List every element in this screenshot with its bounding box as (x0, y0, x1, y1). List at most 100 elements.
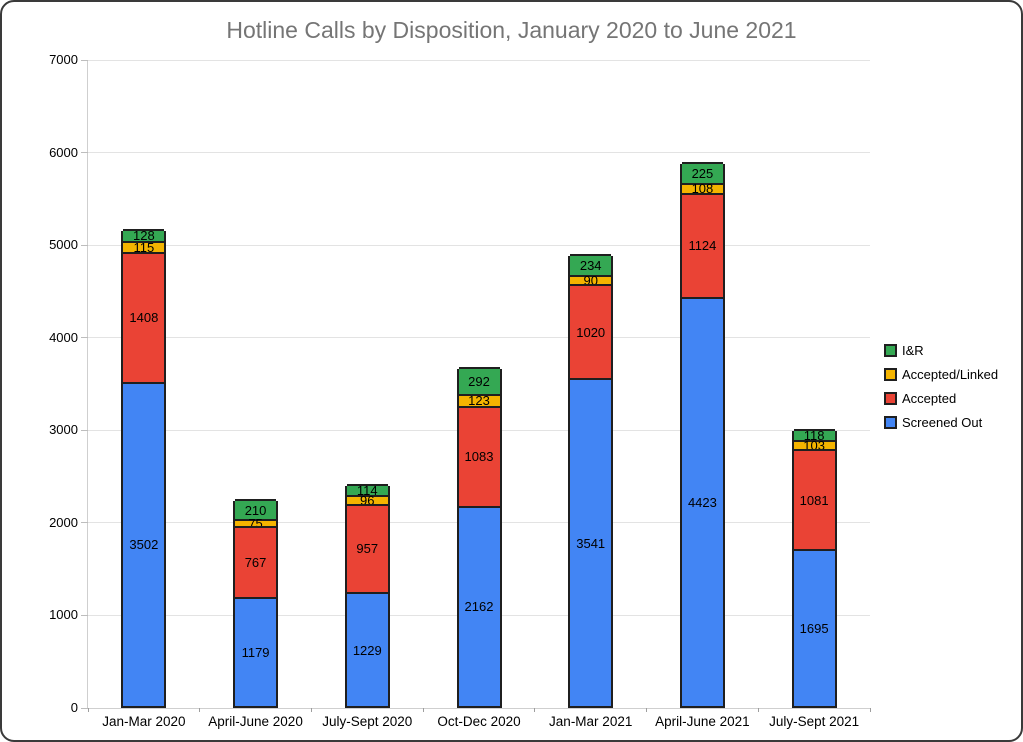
segment-value-label: 1020 (576, 324, 606, 340)
segment-value-label: 115 (133, 239, 155, 255)
legend-swatch-i-r (884, 344, 897, 357)
bar-column-jan-mar-2021: 3541 1020 90 234 (568, 253, 614, 708)
segment-value-label: 103 (803, 437, 825, 453)
segment-value-label: 123 (468, 393, 490, 409)
y-axis-tick (81, 152, 88, 154)
x-axis-tick (199, 708, 201, 712)
bar-segment-screened-out[interactable]: 3502 (123, 381, 165, 706)
bar-segment-accepted[interactable]: 1408 (123, 251, 165, 382)
y-axis-label: 2000 (49, 514, 78, 530)
chart-title: Hotline Calls by Disposition, January 20… (226, 17, 797, 43)
segment-value-label: 1124 (688, 238, 717, 254)
segment-value-label: 118 (803, 427, 825, 443)
bar-segment-accepted-linked[interactable]: 103 (793, 437, 835, 453)
bar-segment-screened-out[interactable]: 4423 (681, 296, 723, 706)
segment-value-label: 957 (356, 541, 379, 557)
bar-segment-accepted-linked[interactable]: 123 (458, 393, 500, 409)
segment-value-label: 96 (360, 492, 375, 508)
legend-label: Screened Out (902, 415, 983, 430)
legend-label: I&R (902, 343, 924, 358)
bar-segment-accepted[interactable]: 1124 (681, 192, 723, 297)
bar-segment-i-r[interactable]: 128 (123, 228, 165, 244)
x-axis-tick (310, 708, 312, 712)
y-axis-label: 0 (70, 700, 78, 715)
bar-segment-accepted-linked[interactable]: 96 (346, 492, 388, 508)
x-axis-label: April-June 2020 (208, 714, 303, 729)
segment-value-label: 3541 (576, 535, 606, 551)
y-axis-label: 5000 (49, 237, 78, 253)
segment-value-label: 114 (356, 483, 378, 499)
segment-value-label: 1408 (129, 310, 159, 326)
bar-segment-screened-out[interactable]: 2162 (458, 505, 500, 706)
bar-segment-accepted[interactable]: 957 (346, 503, 388, 593)
bar-segment-accepted-linked[interactable]: 90 (570, 274, 612, 287)
bar-segment-screened-out[interactable]: 1229 (346, 592, 388, 706)
bar-column-april-june-2020: 1179 767 75 210 (233, 499, 279, 708)
segment-value-label: 2162 (464, 599, 494, 615)
bar-segment-i-r[interactable]: 234 (570, 253, 612, 276)
bar-segment-accepted[interactable]: 1081 (793, 449, 835, 550)
bar-segment-accepted[interactable]: 1083 (458, 405, 500, 506)
y-axis-tick (81, 337, 88, 339)
segment-value-label: 128 (132, 228, 155, 244)
legend-item-accepted[interactable]: Accepted (884, 391, 998, 406)
x-axis-tick (757, 708, 759, 712)
segment-value-label: 108 (691, 181, 714, 197)
legend-item-i-r[interactable]: I&R (884, 343, 998, 358)
legend: I&R Accepted/Linked Accepted Screened Out (884, 343, 998, 439)
plot-area: 0 1000 2000 3000 4000 5000 6000 7000 3502 1408 115… (49, 52, 871, 729)
bar-segment-screened-out[interactable]: 1695 (793, 549, 835, 706)
y-axis-label: 3000 (49, 422, 78, 438)
segment-value-label: 1695 (799, 621, 829, 637)
bar-column-july-sept-2020: 1229 957 96 114 (344, 483, 390, 708)
bar-column-july-sept-2021: 1695 1081 103 118 (791, 427, 837, 708)
bar-segment-accepted-linked[interactable]: 75 (235, 517, 277, 530)
y-axis-tick (81, 614, 88, 616)
segment-value-label: 210 (244, 502, 267, 518)
bar-segment-i-r[interactable]: 210 (235, 499, 277, 519)
y-axis-tick (81, 429, 88, 431)
bar-segment-accepted-linked[interactable]: 115 (123, 239, 165, 255)
y-axis-tick (81, 244, 88, 246)
x-axis-label: July-Sept 2021 (769, 714, 860, 729)
bar-segment-i-r[interactable]: 118 (793, 427, 835, 443)
bar-segment-i-r[interactable]: 114 (346, 483, 388, 499)
bar-segment-accepted[interactable]: 767 (235, 525, 277, 597)
legend-label: Accepted (902, 391, 957, 406)
segment-value-label: 225 (691, 165, 714, 181)
x-axis-label: July-Sept 2020 (322, 714, 413, 729)
segment-value-label: 234 (579, 258, 602, 274)
bar-segment-screened-out[interactable]: 1179 (235, 596, 277, 706)
legend-swatch-accepted (884, 392, 897, 405)
segment-value-label: 1081 (799, 492, 829, 508)
x-axis-tick (646, 708, 648, 712)
legend-item-accepted-linked[interactable]: Accepted/Linked (884, 367, 998, 382)
gridline (88, 244, 870, 246)
x-axis-tick (534, 708, 536, 712)
x-axis-label: Oct-Dec 2020 (437, 714, 521, 729)
x-axis-label: Jan-Mar 2020 (102, 714, 186, 729)
bar-segment-accepted[interactable]: 1020 (570, 283, 612, 379)
segment-value-label: 3502 (129, 537, 159, 553)
y-axis-tick (81, 59, 88, 61)
gridline (88, 337, 870, 339)
legend-item-screened-out[interactable]: Screened Out (884, 415, 998, 430)
segment-value-label: 1083 (464, 449, 494, 465)
bar-segment-screened-out[interactable]: 3541 (570, 378, 612, 706)
x-axis-tick (869, 708, 871, 712)
x-axis-label: Jan-Mar 2021 (549, 714, 633, 729)
bar-segment-accepted-linked[interactable]: 108 (681, 181, 723, 197)
y-axis-label: 1000 (49, 607, 78, 623)
bar-segment-i-r[interactable]: 225 (681, 161, 723, 183)
y-axis-tick (81, 707, 88, 709)
y-axis-label: 7000 (49, 52, 78, 67)
segment-value-label: 292 (468, 374, 490, 390)
bar-segment-i-r[interactable]: 292 (458, 367, 500, 395)
legend-swatch-accepted-linked (884, 368, 897, 381)
segment-value-label: 1229 (352, 642, 382, 658)
segment-value-label: 767 (244, 554, 267, 570)
y-axis-tick (81, 522, 88, 524)
segment-value-label: 1179 (241, 644, 270, 660)
segment-value-label: 4423 (687, 494, 717, 510)
